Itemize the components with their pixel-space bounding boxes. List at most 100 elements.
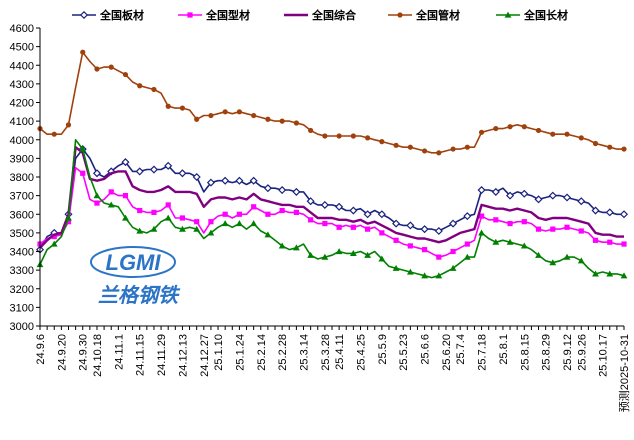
data-point (51, 234, 57, 240)
x-tick-label: 25.5.9 (377, 334, 389, 365)
data-point (607, 144, 613, 150)
y-tick-label: 4600 (10, 23, 34, 35)
logo-mark: LGMI (106, 250, 162, 275)
data-point (421, 148, 428, 154)
x-axis: 24.9.6 24.9.20 24.9.30 24.10.18 24.11.1 24.11… (35, 325, 631, 412)
data-point (178, 169, 187, 178)
data-point (521, 124, 527, 130)
data-point (548, 191, 557, 200)
x-tick-label: 24.12.13 (177, 334, 189, 377)
data-point (279, 118, 285, 124)
x-tick-label: 24.10.18 (92, 334, 104, 377)
data-point (264, 231, 272, 238)
legend-label: 全国型材 (205, 8, 250, 22)
data-point (535, 251, 542, 258)
series-path (39, 166, 624, 258)
series-line (35, 145, 629, 254)
data-point (236, 211, 243, 217)
data-point (350, 224, 356, 230)
data-point (393, 142, 399, 148)
data-point (293, 120, 299, 126)
data-point (364, 251, 372, 258)
data-point (592, 140, 599, 147)
data-point (549, 259, 557, 266)
x-tick-label: 25.4.11 (334, 334, 346, 370)
data-point (308, 217, 314, 223)
data-point (194, 116, 200, 122)
data-point (397, 12, 403, 18)
data-point (379, 139, 385, 145)
y-tick-label: 4100 (10, 116, 34, 128)
data-point (65, 214, 72, 221)
x-tick-label: 25.1.24 (234, 334, 246, 371)
series-path (39, 51, 624, 154)
data-point (464, 144, 470, 150)
y-tick-label: 4200 (10, 98, 34, 110)
data-point (578, 135, 584, 141)
data-point (520, 189, 529, 198)
data-point (321, 253, 329, 260)
data-point (307, 251, 315, 258)
data-point (135, 167, 144, 176)
data-point (206, 178, 215, 187)
data-point (506, 191, 515, 200)
data-point (436, 150, 442, 156)
data-point (477, 185, 486, 195)
plot-area (35, 49, 629, 279)
legend-item: 全国长材 (496, 8, 568, 22)
data-point (308, 127, 314, 134)
legend-label: 全国综合 (311, 8, 357, 22)
legend-item: 全国板材 (72, 8, 144, 22)
x-tick-label: 25.9.26 (576, 334, 588, 371)
data-point (265, 116, 271, 122)
data-point (192, 172, 201, 182)
data-point (421, 247, 428, 253)
data-point (151, 86, 157, 93)
data-point (504, 11, 512, 18)
data-point (407, 144, 413, 150)
data-point (620, 272, 628, 279)
y-tick-label: 4300 (10, 79, 34, 91)
data-point (350, 133, 356, 139)
data-point (493, 125, 499, 132)
data-point (236, 109, 243, 115)
data-point (478, 129, 485, 135)
x-tick-label: 24.12.27 (199, 334, 211, 377)
data-point (164, 214, 172, 221)
x-tick-label: 25.7.4 (455, 334, 467, 365)
data-point (520, 242, 528, 249)
data-point (79, 10, 89, 20)
data-point (222, 109, 228, 115)
y-tick-label: 4400 (10, 60, 34, 72)
data-point (194, 219, 200, 225)
series-path (39, 145, 624, 249)
data-point (507, 124, 513, 130)
data-point (550, 131, 556, 137)
data-point (336, 224, 342, 230)
data-point (621, 241, 627, 247)
data-point (449, 264, 457, 271)
data-point (605, 208, 614, 217)
data-point (562, 193, 572, 202)
data-point (207, 229, 215, 236)
series-line (36, 139, 628, 279)
data-point (151, 209, 157, 215)
data-point (564, 131, 570, 137)
data-point (393, 237, 399, 243)
data-point (292, 244, 300, 251)
data-point (392, 264, 400, 271)
data-point (93, 192, 101, 199)
data-point (406, 221, 415, 230)
legend-item: 全国综合 (284, 8, 357, 22)
data-point (278, 185, 287, 195)
data-point (550, 226, 556, 232)
data-point (378, 255, 386, 262)
series-line (37, 166, 627, 260)
data-point (365, 135, 371, 141)
data-point (51, 131, 57, 137)
data-point (407, 243, 413, 249)
data-point (249, 176, 258, 185)
x-tick-label: 24.9.30 (78, 334, 90, 371)
y-tick-label: 3600 (10, 209, 34, 221)
